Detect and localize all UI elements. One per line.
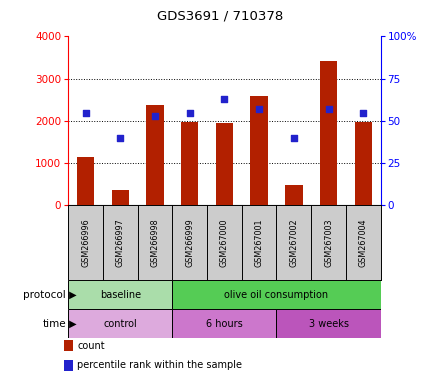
Bar [355, 122, 372, 205]
Text: control: control [103, 318, 137, 329]
Text: GSM266996: GSM266996 [81, 218, 90, 267]
Text: GSM267004: GSM267004 [359, 218, 368, 267]
Text: GSM266997: GSM266997 [116, 218, 125, 267]
Bar [77, 157, 94, 205]
Point [151, 113, 158, 119]
Text: 6 hours: 6 hours [206, 318, 243, 329]
Bar [68, 309, 172, 338]
Point [186, 109, 193, 116]
Point [290, 135, 297, 141]
Point [256, 106, 263, 112]
Text: count: count [77, 341, 105, 351]
Bar [181, 122, 198, 205]
Point [221, 96, 228, 102]
Bar [216, 122, 233, 205]
Bar [172, 309, 276, 338]
Point [117, 135, 124, 141]
Text: ▶: ▶ [66, 318, 77, 329]
Text: GSM266998: GSM266998 [150, 218, 159, 267]
Text: ▶: ▶ [66, 290, 77, 300]
Bar [250, 96, 268, 205]
Text: GSM267003: GSM267003 [324, 218, 333, 267]
Bar [276, 309, 381, 338]
Text: olive oil consumption: olive oil consumption [224, 290, 329, 300]
Text: GSM267001: GSM267001 [255, 218, 264, 267]
Point [82, 109, 89, 116]
Point [360, 109, 367, 116]
Text: GSM266999: GSM266999 [185, 218, 194, 267]
Text: GDS3691 / 710378: GDS3691 / 710378 [157, 10, 283, 23]
Bar [147, 105, 164, 205]
Bar [285, 185, 303, 205]
Bar [112, 190, 129, 205]
Text: GSM267002: GSM267002 [290, 218, 298, 267]
Bar [320, 61, 337, 205]
Text: 3 weeks: 3 weeks [308, 318, 348, 329]
Text: protocol: protocol [23, 290, 66, 300]
Text: time: time [42, 318, 66, 329]
Text: percentile rank within the sample: percentile rank within the sample [77, 360, 242, 370]
Bar [68, 280, 172, 309]
Text: GSM267000: GSM267000 [220, 218, 229, 267]
Point [325, 106, 332, 112]
Bar [172, 280, 381, 309]
Text: baseline: baseline [100, 290, 141, 300]
